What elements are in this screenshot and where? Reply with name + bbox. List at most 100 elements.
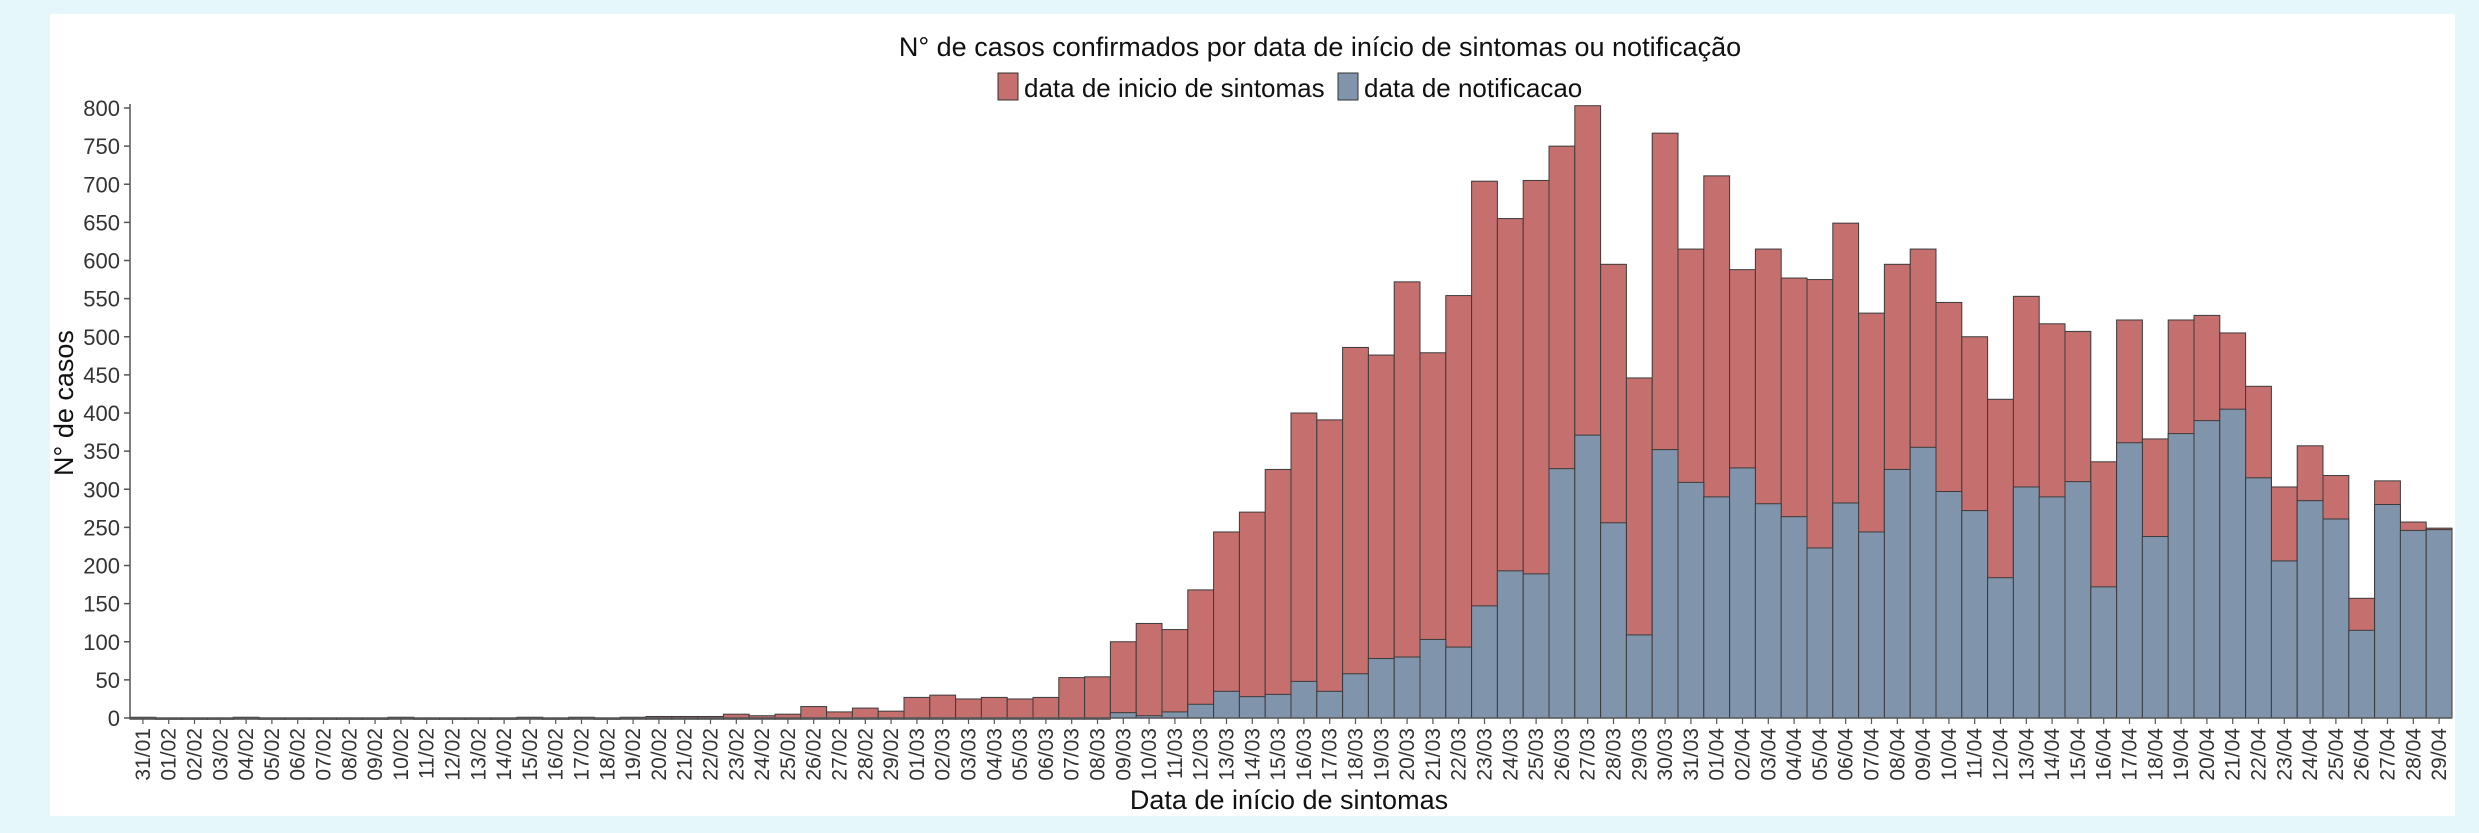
x-tick-label: 25/02 bbox=[777, 728, 800, 781]
x-tick-label: 29/03 bbox=[1628, 728, 1651, 781]
x-tick-label: 11/03 bbox=[1164, 728, 1187, 779]
bar-notificacao bbox=[2167, 433, 2195, 719]
x-tick-label: 08/04 bbox=[1886, 728, 1909, 781]
bar-notificacao bbox=[1806, 547, 1834, 719]
x-tick-label: 25/03 bbox=[1525, 728, 1548, 781]
bar-notificacao bbox=[1961, 510, 1989, 719]
x-tick-label: 13/03 bbox=[1216, 728, 1239, 781]
x-tick-label: 24/03 bbox=[1499, 728, 1522, 781]
x-tick-label: 14/03 bbox=[1241, 728, 1264, 781]
x-tick-label: 03/02 bbox=[209, 728, 232, 781]
bar-notificacao bbox=[2038, 496, 2066, 719]
bar-notificacao bbox=[1316, 690, 1344, 719]
x-tick-label: 18/03 bbox=[1345, 728, 1368, 781]
x-tick-label: 19/04 bbox=[2170, 728, 2193, 781]
legend-label-sintomas: data de inicio de sintomas bbox=[1024, 73, 1325, 103]
bar-sintomas bbox=[929, 694, 957, 719]
x-tick-label: 13/04 bbox=[2015, 728, 2038, 781]
y-tick-label: 400 bbox=[83, 401, 120, 426]
x-tick-label: 17/02 bbox=[571, 728, 594, 781]
bar-notificacao bbox=[1367, 658, 1395, 719]
bar-sintomas bbox=[1316, 419, 1344, 719]
x-tick-label: 16/03 bbox=[1293, 728, 1316, 781]
x-tick-label: 17/03 bbox=[1319, 728, 1342, 781]
bar-sintomas bbox=[1135, 622, 1163, 719]
x-tick-label: 15/04 bbox=[2067, 728, 2090, 781]
x-tick-label: 23/03 bbox=[1474, 728, 1497, 781]
bar-sintomas bbox=[1213, 531, 1240, 719]
bar-notificacao bbox=[2064, 481, 2092, 719]
x-tick-label: 12/04 bbox=[1990, 728, 2013, 781]
x-tick-label: 10/04 bbox=[1938, 728, 1961, 781]
x-tick-label: 21/04 bbox=[2222, 728, 2245, 781]
x-tick-label: 02/02 bbox=[184, 728, 207, 781]
bar-notificacao bbox=[2141, 536, 2169, 719]
x-tick-label: 12/02 bbox=[442, 728, 465, 781]
chart-svg: N° de casos confirmados por data de iníc… bbox=[50, 32, 2453, 815]
x-tick-label: 15/02 bbox=[519, 728, 542, 781]
y-axis: 0 50 100 150 200 250 300 350 400 450 500 550 600 650 7… bbox=[83, 96, 131, 731]
bar-sintomas bbox=[903, 696, 931, 719]
x-tick-label: 21/02 bbox=[674, 728, 697, 781]
x-tick-label: 08/02 bbox=[338, 728, 361, 781]
x-tick-label: 27/03 bbox=[1577, 728, 1600, 781]
chart-panel: N° de casos confirmados por data de iníc… bbox=[50, 14, 2455, 816]
x-tick-label: 13/02 bbox=[467, 728, 490, 781]
bar-notificacao bbox=[2090, 586, 2118, 719]
y-axis-title: N° de casos bbox=[50, 330, 79, 476]
bar-sintomas bbox=[1032, 696, 1060, 719]
bar-sintomas bbox=[877, 710, 905, 719]
bar-notificacao bbox=[1161, 711, 1189, 719]
bar-notificacao bbox=[2245, 477, 2272, 719]
bar-notificacao bbox=[1496, 570, 1524, 719]
bar-notificacao bbox=[2296, 500, 2324, 719]
x-tick-label: 01/03 bbox=[906, 728, 929, 781]
x-tick-label: 17/04 bbox=[2119, 728, 2142, 781]
x-tick-label: 02/04 bbox=[1732, 728, 1755, 781]
bar-sintomas bbox=[1187, 589, 1215, 719]
x-tick-label: 11/02 bbox=[416, 728, 439, 779]
bar-notificacao bbox=[1109, 712, 1137, 719]
bar-sintomas bbox=[1290, 412, 1318, 719]
x-tick-label: 04/02 bbox=[235, 728, 258, 781]
bar-notificacao bbox=[1393, 656, 1421, 719]
bar-sintomas bbox=[1084, 676, 1111, 719]
bar-notificacao bbox=[1677, 481, 1705, 719]
bar-notificacao bbox=[1238, 696, 1266, 719]
x-tick-label: 19/03 bbox=[1370, 728, 1393, 781]
bar-sintomas bbox=[1264, 468, 1292, 719]
bar-sintomas bbox=[1109, 641, 1137, 719]
bar-notificacao bbox=[1832, 502, 1860, 719]
x-tick-label: 07/04 bbox=[1861, 728, 1884, 781]
bar-notificacao bbox=[1729, 467, 1756, 719]
x-tick-label: 03/03 bbox=[958, 728, 981, 781]
x-tick-label: 22/03 bbox=[1448, 728, 1471, 781]
x-tick-label: 06/04 bbox=[1835, 728, 1858, 781]
bar-sintomas bbox=[826, 711, 853, 719]
y-tick-label: 150 bbox=[83, 592, 120, 617]
bar-sintomas bbox=[1342, 346, 1369, 719]
bar-notificacao bbox=[2116, 442, 2143, 719]
bar-notificacao bbox=[2270, 560, 2298, 719]
bar-notificacao bbox=[2425, 529, 2453, 719]
x-tick-label: 23/02 bbox=[725, 728, 748, 781]
x-tick-label: 10/02 bbox=[390, 728, 413, 781]
legend-swatch-notificacao bbox=[1337, 72, 1359, 101]
bar-notificacao bbox=[1264, 693, 1292, 719]
bar-notificacao bbox=[1600, 522, 1627, 719]
bar-sintomas bbox=[955, 698, 982, 719]
x-tick-label: 10/03 bbox=[1138, 728, 1161, 781]
x-tick-label: 15/03 bbox=[1267, 728, 1290, 781]
y-tick-label: 500 bbox=[83, 325, 120, 350]
bar-notificacao bbox=[1858, 531, 1885, 719]
x-tick-label: 23/04 bbox=[2273, 728, 2296, 781]
x-tick-label: 16/02 bbox=[545, 728, 568, 781]
x-tick-label: 12/03 bbox=[1190, 728, 1213, 781]
x-tick-label: 21/03 bbox=[1422, 728, 1445, 781]
x-tick-label: 05/02 bbox=[261, 728, 284, 781]
x-tick-label: 31/03 bbox=[1680, 728, 1703, 781]
x-tick-label: 25/04 bbox=[2325, 728, 2348, 781]
x-tick-label: 20/03 bbox=[1396, 728, 1419, 781]
y-tick-label: 600 bbox=[83, 249, 120, 274]
bar-notificacao bbox=[2012, 486, 2040, 719]
